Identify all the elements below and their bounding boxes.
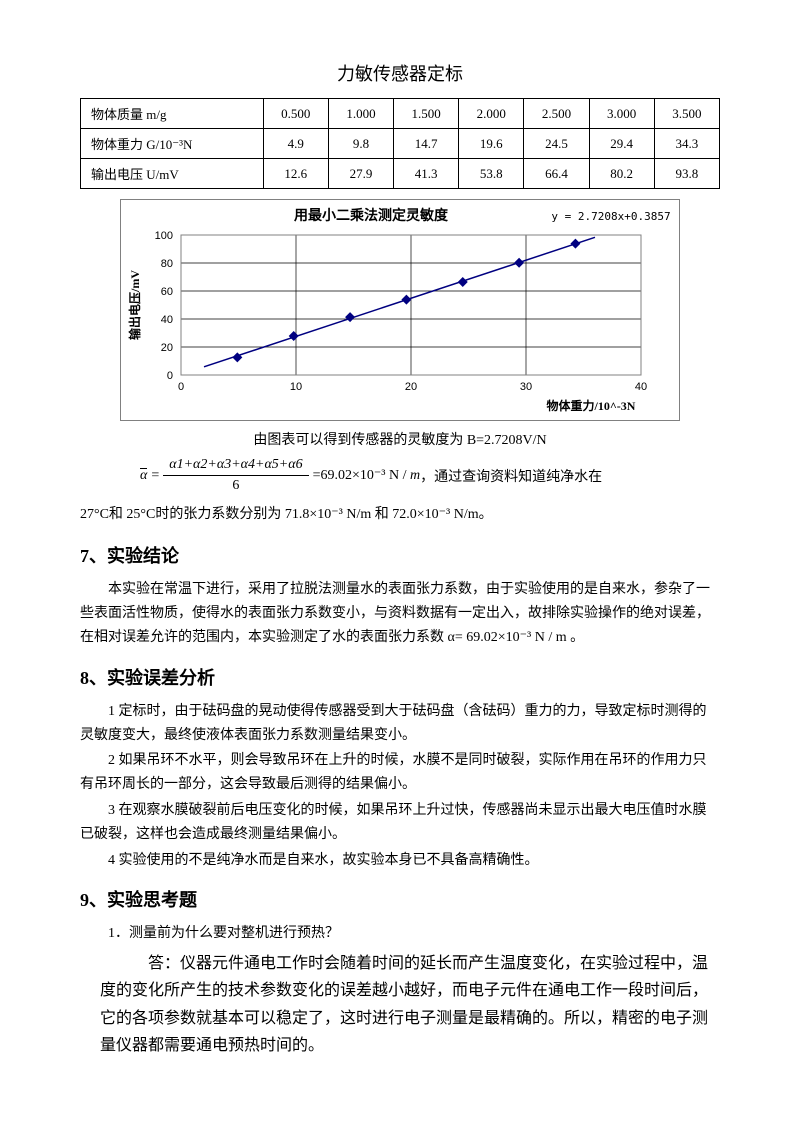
table-cell: 2.500 (524, 99, 589, 129)
svg-text:y = 2.7208x+0.3857: y = 2.7208x+0.3857 (551, 210, 670, 223)
section-heading: 8、实验误差分析 (80, 664, 720, 690)
table-row: 输出电压 U/mV12.627.941.353.866.480.293.8 (81, 159, 720, 189)
table-cell: 2.000 (459, 99, 524, 129)
svg-text:10: 10 (290, 381, 302, 393)
table-cell: 34.3 (654, 129, 719, 159)
svg-text:60: 60 (161, 286, 173, 298)
numerator: α1+α2+α3+α4+α5+α6 (163, 457, 308, 476)
table-cell: 1.500 (394, 99, 459, 129)
sensitivity-chart: 0 10 20 30 40 0 20 40 60 80 100 用最小二乘法测定灵敏度 y = 2.72… (121, 200, 681, 420)
result-value: 69.02 (321, 468, 353, 484)
table-cell: 41.3 (394, 159, 459, 189)
svg-text:0: 0 (167, 370, 173, 382)
svg-text:物体重力/10^-3N: 物体重力/10^-3N (547, 398, 636, 413)
list-item: 2 如果吊环不水平，则会导致吊环在上升的时候，水膜不是同时破裂，实际作用在吊环的… (80, 749, 720, 797)
list-item: 4 实验使用的不是纯净水而是自来水，故实验本身已不具备高精确性。 (80, 849, 720, 873)
result-unit: N / m (385, 468, 420, 484)
fraction: α1+α2+α3+α4+α5+α6 6 (163, 457, 308, 494)
paragraph: 本实验在常温下进行，采用了拉脱法测量水的表面张力系数，由于实验使用的是自来水，参… (80, 578, 720, 649)
table-cell: 3.000 (589, 99, 654, 129)
table-row: 物体重力 G/10⁻³N4.99.814.719.624.529.434.3 (81, 129, 720, 159)
equals: = (151, 468, 159, 484)
qa-question: 1．测量前为什么要对整机进行预热？ (80, 922, 720, 946)
formula: α = α1+α2+α3+α4+α5+α6 6 = 69.02 ×10⁻³ N … (140, 457, 720, 494)
table-cell: 0.500 (263, 99, 328, 129)
table-cell: 4.9 (263, 129, 328, 159)
svg-text:30: 30 (520, 381, 532, 393)
table-cell: 66.4 (524, 159, 589, 189)
qa-answer: 答：仪器元件通电工作时会随着时间的延长而产生温度变化，在实验过程中，温度的变化所… (100, 950, 720, 1059)
chart-container: 0 10 20 30 40 0 20 40 60 80 100 用最小二乘法测定灵敏度 y = 2.72… (120, 199, 680, 421)
svg-text:20: 20 (405, 381, 417, 393)
table-cell: 3.500 (654, 99, 719, 129)
table-cell: 14.7 (394, 129, 459, 159)
equals2: = (313, 468, 321, 484)
table-cell: 9.8 (328, 129, 393, 159)
table-cell: 12.6 (263, 159, 328, 189)
list-item: 3 在观察水膜破裂前后电压变化的时候，如果吊环上升过快，传感器尚未显示出最大电压… (80, 799, 720, 847)
row-label: 物体重力 G/10⁻³N (81, 129, 264, 159)
section-heading: 9、实验思考题 (80, 886, 720, 912)
table-cell: 53.8 (459, 159, 524, 189)
table-cell: 24.5 (524, 129, 589, 159)
result-exp: ×10⁻³ (352, 467, 385, 484)
row-label: 物体质量 m/g (81, 99, 264, 129)
svg-text:80: 80 (161, 258, 173, 270)
alpha-bar-symbol: α (140, 468, 147, 484)
table-cell: 29.4 (589, 129, 654, 159)
table-cell: 19.6 (459, 129, 524, 159)
svg-text:用最小二乘法测定灵敏度: 用最小二乘法测定灵敏度 (294, 207, 449, 224)
formula-trailing: ，通过查询资料知道纯净水在 (420, 466, 602, 486)
svg-text:输出电压/mV: 输出电压/mV (127, 270, 142, 340)
table-row: 物体质量 m/g0.5001.0001.5002.0002.5003.0003.… (81, 99, 720, 129)
table-cell: 80.2 (589, 159, 654, 189)
chart-caption: 由图表可以得到传感器的灵敏度为 B=2.7208V/N (80, 429, 720, 449)
commentary-text: 27°C和 25°C时的张力系数分别为 71.8×10⁻³ N/m 和 72.0… (80, 504, 720, 526)
table-cell: 93.8 (654, 159, 719, 189)
svg-text:40: 40 (635, 381, 647, 393)
table-cell: 1.000 (328, 99, 393, 129)
section-heading: 7、实验结论 (80, 542, 720, 568)
svg-text:40: 40 (161, 314, 173, 326)
list-item: 1 定标时，由于砝码盘的晃动使得传感器受到大于砝码盘（含砝码）重力的力，导致定标… (80, 700, 720, 748)
denominator: 6 (232, 476, 239, 494)
svg-text:100: 100 (155, 230, 173, 242)
document-title: 力敏传感器定标 (80, 60, 720, 86)
calibration-table: 物体质量 m/g0.5001.0001.5002.0002.5003.0003.… (80, 98, 720, 189)
table-cell: 27.9 (328, 159, 393, 189)
row-label: 输出电压 U/mV (81, 159, 264, 189)
svg-text:0: 0 (178, 381, 184, 393)
svg-text:20: 20 (161, 342, 173, 354)
